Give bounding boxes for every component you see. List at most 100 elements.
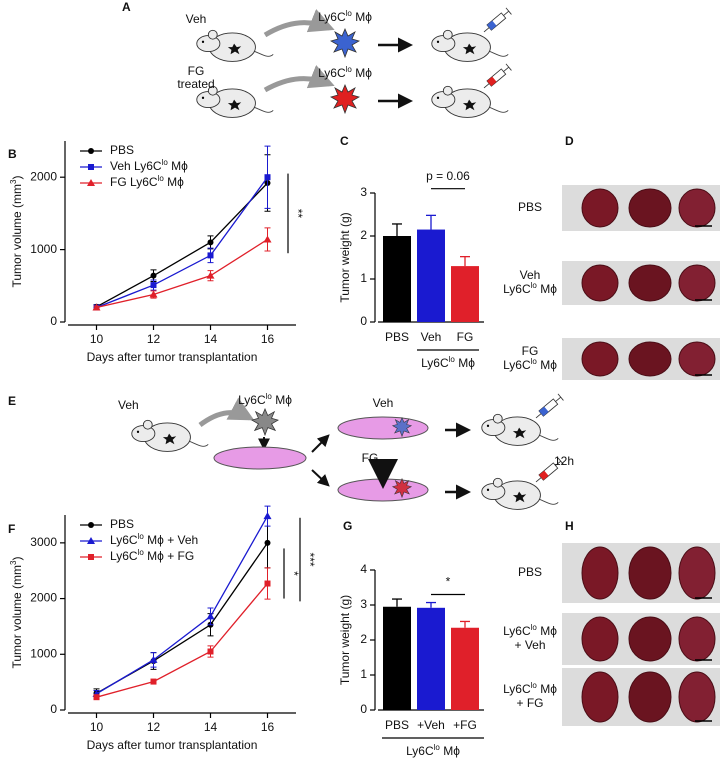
cell [330, 28, 360, 58]
arrow [263, 64, 335, 93]
legend-label: PBS [110, 143, 134, 157]
tumor [628, 264, 672, 302]
treatment-label: Veh [186, 12, 207, 26]
y-tick-label: 2000 [30, 591, 57, 605]
mouse [431, 29, 509, 62]
y-axis-label: Tumor weight (g) [338, 212, 352, 302]
point [207, 648, 214, 655]
text-segment: Ly6C [503, 624, 531, 638]
superscript: lo [346, 65, 353, 74]
legend-label: Ly6Clo Mϕ + Veh [110, 532, 198, 548]
superscript: lo [531, 623, 538, 632]
text-segment: Mϕ [168, 159, 188, 173]
group-label: Ly6Clo Mϕ [406, 743, 460, 759]
dish-label: FG [362, 451, 379, 465]
text-segment: Mϕ [164, 175, 184, 189]
superscript: lo [266, 392, 273, 401]
point [150, 272, 157, 279]
point [263, 235, 272, 243]
series-line [96, 583, 268, 698]
row-label: + Veh [514, 638, 545, 652]
y-axis-label: Tumor volume (mm3) [9, 175, 25, 287]
x-tick-label: 14 [204, 720, 218, 734]
arrow [198, 397, 255, 428]
point [88, 164, 94, 170]
significance-label: * [287, 571, 301, 576]
text-segment: Ly6C [503, 682, 531, 696]
y-tick-label: 1 [360, 271, 367, 285]
text-segment: Ly6C [110, 533, 138, 547]
text-segment: Veh Ly6C [110, 159, 162, 173]
x-tick-label: 14 [204, 332, 218, 346]
y-tick-label: 3 [360, 597, 367, 611]
tumor [581, 671, 619, 723]
y-axis-label: Tumor weight (g) [338, 595, 352, 685]
point [150, 282, 157, 289]
tumor [581, 546, 619, 600]
text-segment: Mϕ [537, 282, 557, 296]
tumor [581, 188, 619, 228]
cell [330, 84, 360, 114]
row-label: Veh [520, 268, 541, 282]
superscript: lo [346, 9, 353, 18]
x-tick-label: +Veh [417, 718, 445, 732]
y-tick-label: 0 [50, 314, 57, 328]
x-tick-label: PBS [385, 330, 409, 344]
x-tick-label: 16 [261, 720, 275, 734]
donor-label: Veh [118, 398, 139, 412]
text-segment: Mϕ + Veh [144, 533, 198, 547]
tumor [581, 616, 619, 662]
row-label: PBS [518, 200, 542, 214]
point [88, 554, 94, 560]
significance-label: *** [303, 553, 317, 567]
text-segment: Mϕ [537, 358, 557, 372]
superscript: lo [531, 681, 538, 690]
legend-label: Veh Ly6Clo Mϕ [110, 158, 188, 174]
series-line [96, 515, 269, 695]
point [93, 694, 100, 701]
point [88, 522, 94, 528]
point [207, 239, 214, 246]
series-line [96, 542, 269, 694]
y-tick-label: 0 [360, 702, 367, 716]
x-tick-label: 10 [90, 720, 104, 734]
dish [337, 416, 429, 440]
text-segment: Mϕ + FG [144, 549, 194, 563]
y-tick-label: 4 [360, 562, 367, 576]
tumor [581, 341, 619, 377]
text-segment: PBS [110, 143, 134, 157]
x-tick-label: 10 [90, 332, 104, 346]
treatment-label: FG [188, 64, 205, 78]
bar [417, 607, 445, 710]
text-segment: Ly6C [110, 549, 138, 563]
mouse [431, 85, 509, 118]
panel-label: G [343, 519, 352, 533]
bar [451, 627, 479, 710]
text-segment: Mϕ [272, 393, 292, 407]
row-label: PBS [518, 565, 542, 579]
point [206, 271, 215, 279]
tumor [628, 546, 672, 600]
row-label: Ly6Clo Mϕ [503, 681, 557, 697]
row-label: + FG [516, 696, 543, 710]
bar [451, 266, 479, 322]
tumor [628, 616, 672, 662]
text-segment: Tumor volume (mm [10, 184, 24, 288]
x-tick-label: PBS [385, 718, 409, 732]
text-segment: ) [10, 556, 24, 560]
bar [417, 229, 445, 322]
superscript: lo [138, 548, 145, 557]
series-line [96, 238, 268, 309]
panel-e-art [131, 393, 564, 510]
cell [251, 408, 279, 436]
panel-a-art [196, 7, 512, 118]
text-segment: Ly6C [318, 66, 346, 80]
x-tick-label: +FG [453, 718, 477, 732]
point [87, 179, 95, 186]
panel-label: F [8, 522, 15, 536]
text-segment: Ly6C [503, 358, 531, 372]
tumor [678, 546, 716, 600]
x-tick-label: 12 [147, 332, 161, 346]
point [264, 580, 271, 587]
arrow [311, 469, 330, 487]
